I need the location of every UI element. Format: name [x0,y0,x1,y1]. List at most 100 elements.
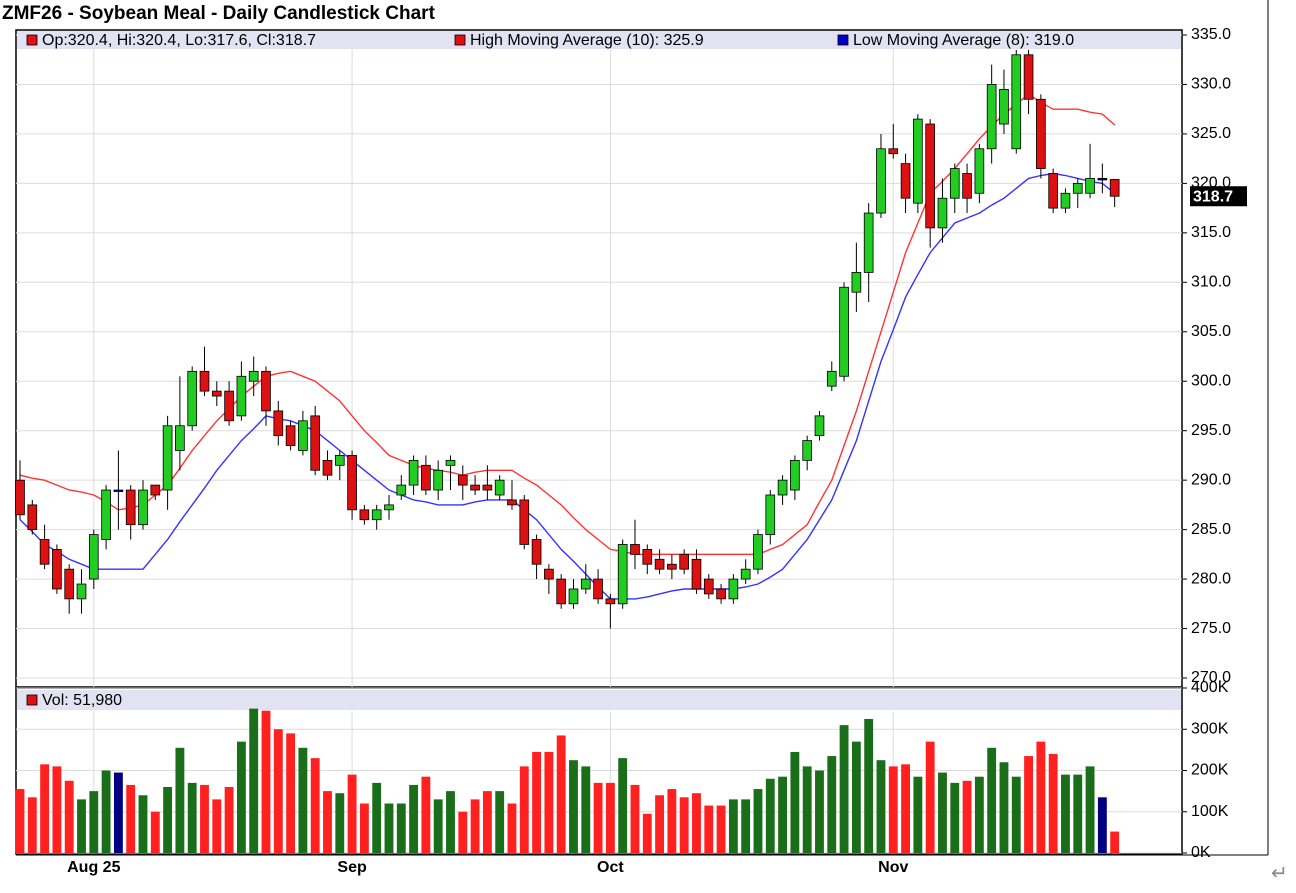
candle-body [224,390,234,422]
legend-entry: Low Moving Average (8): 319.0 [853,32,1074,49]
volume-bar [692,793,701,853]
y-tick-label: 285.0 [1191,521,1231,538]
x-tick-label: Sep [337,859,367,876]
y-tick-label: 280.0 [1191,570,1231,587]
volume-bar [556,735,566,853]
candle-body [888,148,899,155]
candle-body [728,578,739,600]
y-tick-label: 315.0 [1191,224,1231,241]
candle-body [457,474,468,486]
volume-bar [187,782,197,853]
volume-tick-label: 0K [1191,844,1211,861]
volume-bar [372,782,382,853]
candle-body [617,544,628,605]
volume-bar [974,776,984,853]
volume-bar [765,778,775,853]
y-tick-label: 325.0 [1191,125,1231,142]
volume-bar [1036,741,1046,853]
corner-mark: ↵ [1271,862,1288,884]
volume-bar [236,741,246,853]
candle-body [826,370,837,387]
volume-bar [888,766,898,853]
y-tick-label: 270.0 [1191,669,1231,686]
candle-body [334,455,345,466]
candle-body [544,568,554,580]
candle-body [285,425,296,446]
candle-body [359,509,370,521]
candle-body [1060,192,1071,209]
volume-bar [901,764,910,853]
volume-bar [298,747,308,853]
volume-bar [200,784,209,853]
legend-entry-swatch [454,34,466,46]
candle-body [76,583,87,600]
candle-body [790,459,800,491]
volume-legend-swatch [26,694,38,706]
y-tick-label: 330.0 [1191,76,1231,93]
candle-body [962,173,972,199]
volume-bar [655,795,665,853]
candle-body [999,89,1009,125]
candle-body [211,390,222,397]
volume-legend: Vol: 51,980 [42,692,122,709]
volume-bar [864,718,874,853]
candle-body [765,494,776,535]
candle-body [802,440,813,461]
candle-body [642,549,653,565]
candle-body [913,118,923,204]
volume-bar [913,776,923,853]
volume-bar [347,774,357,853]
volume-tick-label: 200K [1191,762,1229,779]
candle-body [986,84,997,150]
candle-body [839,286,849,377]
candle-body [691,558,702,590]
volume-tick-label: 300K [1191,720,1229,737]
legend-entry: High Moving Average (10): 325.9 [470,32,704,49]
volume-bar [77,799,86,853]
volume-bar [175,747,185,853]
labels: 270.0 275.0 280.0 285.0 290.0 295.0 300.0 305.0… [26,26,1288,884]
candle-body [863,212,874,273]
candle-body [88,534,99,580]
volume-bar [138,795,148,853]
volume-bar [335,793,345,853]
volume-bar [27,797,37,853]
candle-body [64,568,75,600]
candle-body [605,598,616,605]
volume-bar [150,811,160,853]
volume-bar [396,803,406,853]
legend-bar [17,31,1181,49]
candle-body [236,375,247,417]
volume-bar [101,770,111,853]
volume-bar [507,803,517,853]
candle-body [39,539,50,565]
grid [16,34,1187,854]
candle-body [445,459,456,466]
candle-body [703,578,714,595]
candle-body [814,415,825,437]
volume-bar [163,787,173,853]
volume-bar [778,776,788,853]
candle-body [1023,54,1034,100]
volume-bar [446,791,455,853]
volume-bar [827,756,837,853]
volume-bar [999,762,1009,853]
volume-bar [987,747,997,853]
volume-bar [716,805,726,853]
volume-bar [876,760,886,853]
volume-bar [409,784,419,853]
candle-body [15,479,25,516]
volume-bar [790,751,800,853]
volume-bar [249,708,259,853]
volume-bar [753,789,763,853]
volume-bar [310,758,320,853]
last-price-tag [1190,186,1247,207]
volume-bar [286,733,296,853]
marks [15,49,1120,853]
candle-body [384,504,394,511]
volume-bar [815,770,824,853]
candle-body [1048,173,1058,209]
volume-bar [802,766,812,853]
volume-bar [470,799,480,853]
